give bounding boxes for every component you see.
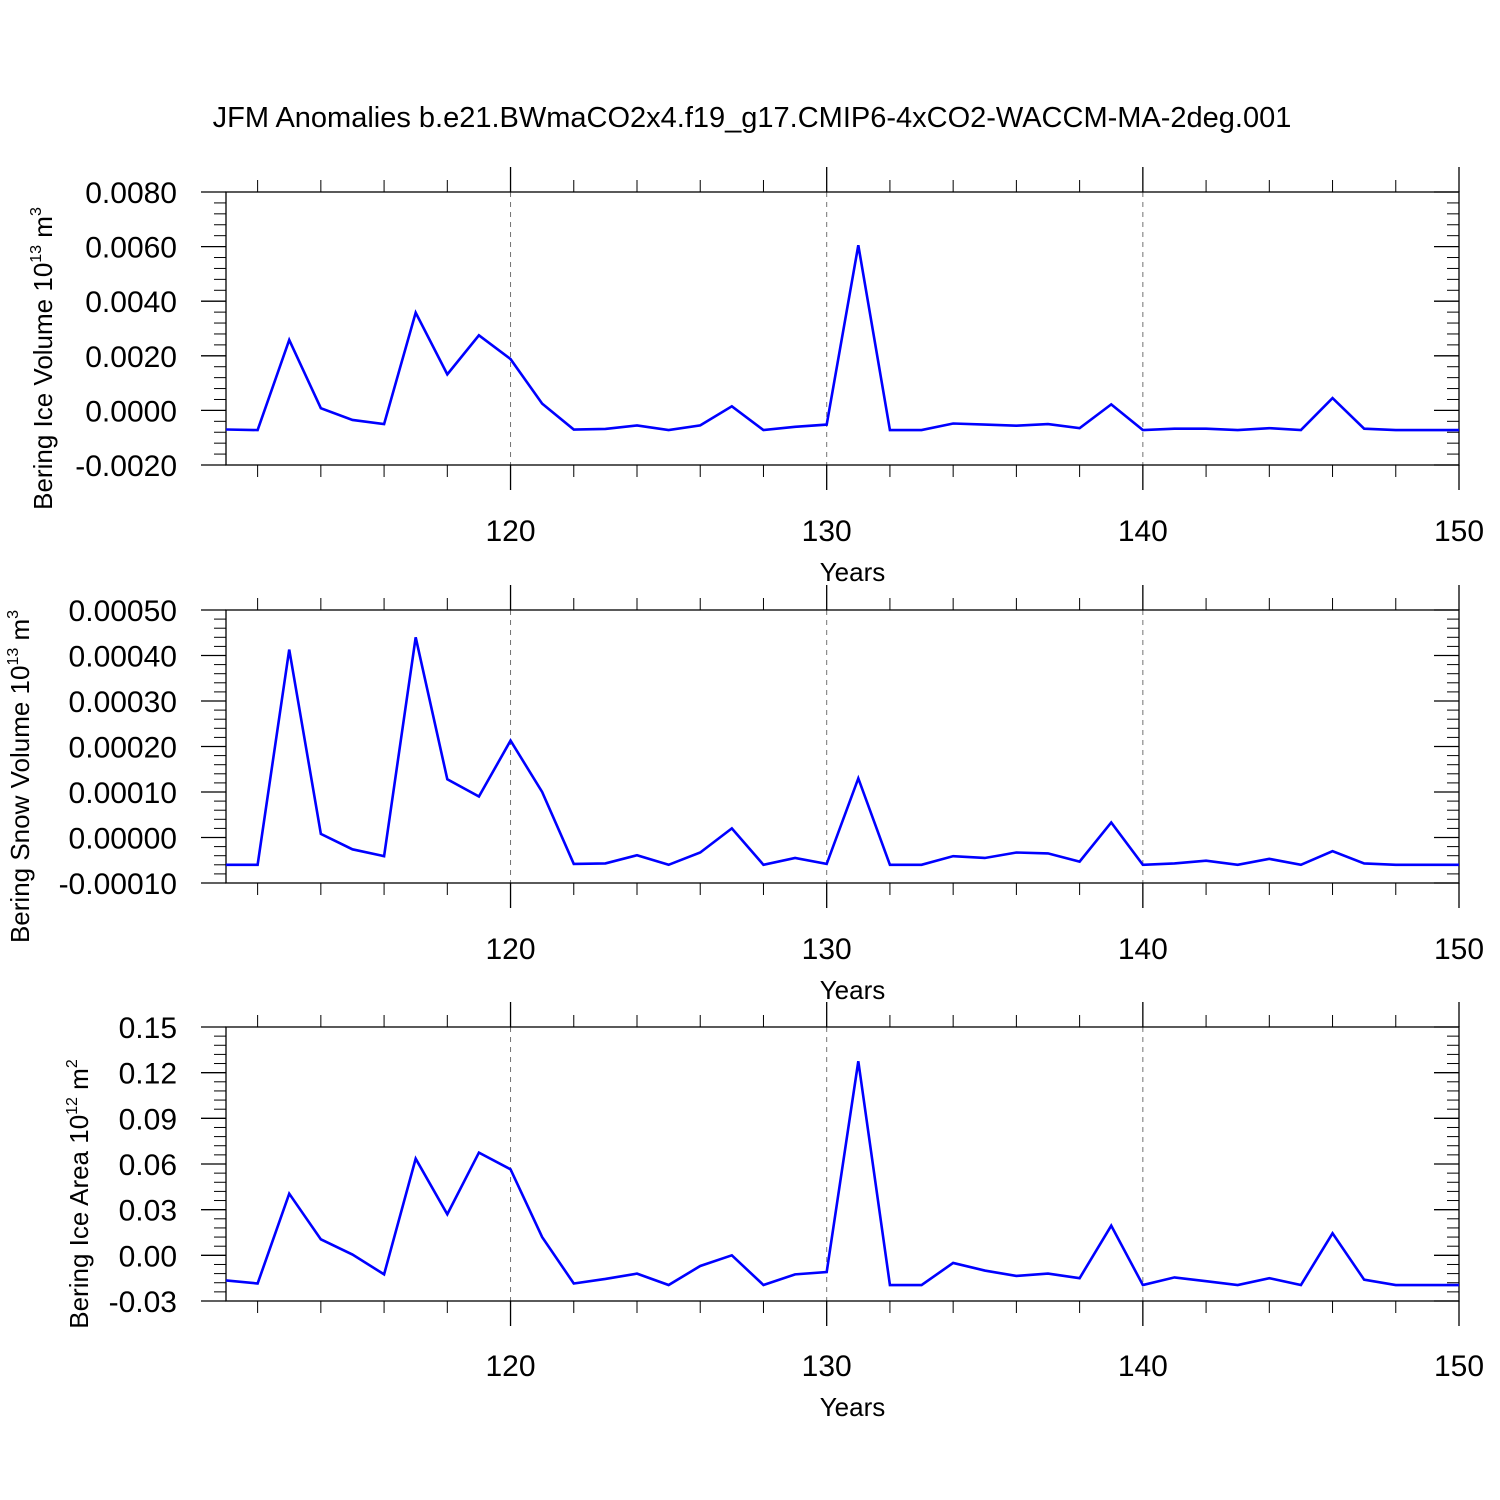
panel-1: -0.0020 0.0000 0.0020 0.0040 0.0060 0.0080 120…: [28, 167, 1484, 587]
series-line: [225, 245, 1459, 432]
ytick-label: 0.00020: [69, 732, 177, 765]
ytick-label: -0.0020: [75, 450, 177, 483]
ytick-label: 0.0040: [85, 286, 177, 319]
plot-frame: [225, 191, 1460, 466]
xtick-label: 150: [1434, 515, 1484, 548]
series-line: [225, 1061, 1459, 1287]
ytick-label: 0.15: [119, 1012, 177, 1045]
xtick-label: 120: [486, 515, 536, 548]
ytick-label: -0.03: [109, 1286, 177, 1319]
xtick-label: 150: [1434, 933, 1484, 966]
y-axis-label: Bering Ice Area 1012 m2: [64, 1059, 94, 1329]
panel-2: -0.00010 0.00000 0.00010 0.00020 0.00030 0.00…: [5, 585, 1484, 1005]
ytick-label: 0.00030: [69, 686, 177, 719]
panel-3: -0.03 0.00 0.03 0.06 0.09 0.12 0.15 120 130 140 15…: [64, 1002, 1484, 1422]
xtick-label: 120: [486, 933, 536, 966]
xtick-label: 120: [486, 1350, 536, 1383]
ytick-label: 0.09: [119, 1103, 177, 1136]
ytick-label: 0.00050: [69, 595, 177, 628]
xtick-label: 140: [1118, 515, 1168, 548]
ytick-label: 0.00010: [69, 777, 177, 810]
ytick-label: 0.00000: [69, 823, 177, 856]
plot-frame: [225, 609, 1460, 884]
ytick-label: 0.12: [119, 1058, 177, 1091]
xtick-label: 150: [1434, 1350, 1484, 1383]
y-axis-label: Bering Ice Volume 1013 m3: [28, 207, 58, 510]
ytick-label: 0.00040: [69, 641, 177, 674]
xtick-label: 140: [1118, 933, 1168, 966]
x-axis-label: Years: [820, 1392, 886, 1422]
ytick-label: -0.00010: [59, 868, 177, 901]
ytick-label: 0.0020: [85, 341, 177, 374]
x-axis-label: Years: [820, 975, 886, 1005]
xtick-label: 130: [802, 1350, 852, 1383]
ytick-label: 0.03: [119, 1195, 177, 1228]
panels: -0.0020 0.0000 0.0020 0.0040 0.0060 0.0080 120…: [5, 167, 1484, 1422]
x-axis-label: Years: [820, 557, 886, 587]
ytick-label: 0.00: [119, 1240, 177, 1273]
series-line: [226, 637, 1459, 867]
xtick-label: 130: [802, 933, 852, 966]
figure-title: JFM Anomalies b.e21.BWmaCO2x4.f19_g17.CM…: [213, 102, 1292, 134]
xtick-label: 140: [1118, 1350, 1168, 1383]
y-axis-label: Bering Snow Volume 1013 m3: [5, 610, 35, 943]
ytick-label: 0.0080: [85, 177, 177, 210]
ytick-label: 0.0060: [85, 232, 177, 265]
ytick-label: 0.0000: [85, 395, 177, 428]
ytick-label: 0.06: [119, 1149, 177, 1182]
xtick-label: 130: [802, 515, 852, 548]
